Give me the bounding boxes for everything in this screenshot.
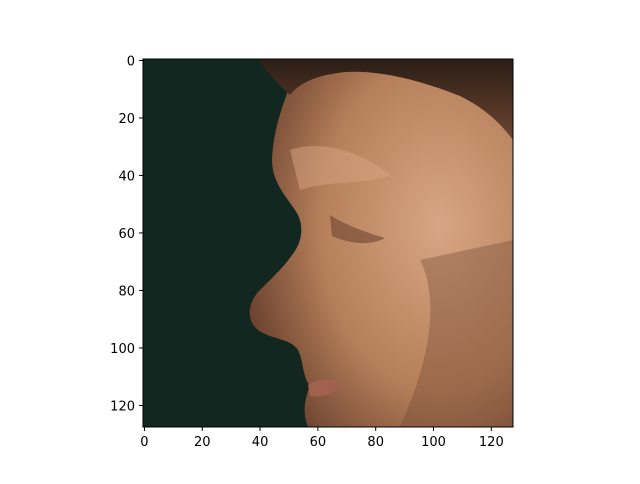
cheek-shadow xyxy=(400,240,513,427)
plot-frame xyxy=(142,58,514,428)
brow-highlight xyxy=(290,146,390,190)
y-tick-label: 40 xyxy=(118,169,135,184)
eye-shadow xyxy=(330,215,385,244)
hair xyxy=(258,59,513,140)
x-tick-label: 0 xyxy=(140,435,148,450)
y-tick-label: 80 xyxy=(118,284,135,299)
x-tick-label: 40 xyxy=(252,435,269,450)
y-tick-label: 60 xyxy=(118,227,135,242)
y-tick-label: 20 xyxy=(118,112,135,127)
x-tick-label: 20 xyxy=(194,435,211,450)
mouth xyxy=(308,379,342,397)
x-tick-label: 80 xyxy=(367,435,384,450)
image-plot xyxy=(143,59,513,427)
y-tick-label: 0 xyxy=(127,54,135,69)
x-tick-label: 60 xyxy=(310,435,327,450)
y-tick-label: 100 xyxy=(110,342,135,357)
y-tick-label: 120 xyxy=(110,399,135,414)
y-axis-ticks: 0 20 40 60 80 100 120 xyxy=(110,54,143,414)
x-tick-label: 120 xyxy=(479,435,504,450)
x-axis-ticks: 0 20 40 60 80 100 120 xyxy=(140,427,504,450)
x-tick-label: 100 xyxy=(421,435,446,450)
